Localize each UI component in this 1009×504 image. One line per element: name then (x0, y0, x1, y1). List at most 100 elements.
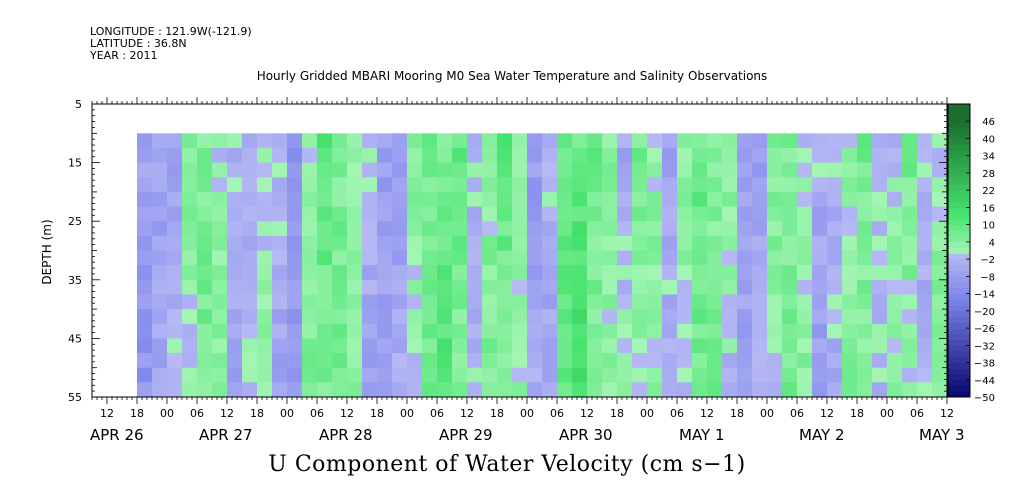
heat-cell (932, 177, 948, 193)
heat-cell (662, 162, 678, 178)
heat-cell (272, 177, 288, 193)
colorbar-swatch (948, 115, 970, 122)
heat-cell (182, 221, 198, 237)
colorbar-swatch (948, 368, 970, 375)
heat-cell (377, 265, 393, 281)
heat-cell (242, 147, 258, 164)
heat-cell (407, 279, 423, 296)
heat-cell (167, 309, 183, 325)
heat-cell (722, 177, 738, 193)
heat-cell (317, 162, 333, 178)
heat-cell (842, 338, 858, 354)
heat-cell (482, 323, 498, 339)
heat-cell (482, 235, 498, 252)
heat-cell (602, 309, 618, 325)
heat-cell (197, 382, 213, 398)
heat-cell (827, 191, 843, 208)
heat-cell (752, 235, 768, 252)
heat-cell (797, 367, 813, 383)
heat-cell (317, 279, 333, 296)
heat-cell (572, 338, 588, 354)
heat-cell (812, 147, 828, 164)
colorbar-swatch (948, 299, 970, 306)
heat-cell (632, 162, 648, 178)
heat-cell (272, 279, 288, 296)
heat-cell (167, 265, 183, 281)
heat-cell (797, 177, 813, 193)
heat-cell (692, 309, 708, 325)
heat-cell (452, 162, 468, 178)
heat-cell (482, 191, 498, 208)
heat-cell (332, 221, 348, 237)
heat-cell (542, 162, 558, 178)
heat-cell (452, 206, 468, 222)
heat-cell (167, 206, 183, 222)
heat-cell (707, 338, 723, 354)
heat-cell (767, 162, 783, 178)
heat-cell (572, 309, 588, 325)
colorbar-swatch (948, 155, 970, 162)
heat-cell (497, 265, 513, 281)
heat-cell (692, 265, 708, 281)
heat-cell (527, 191, 543, 208)
colorbar-swatch (948, 305, 970, 312)
heat-cell (812, 294, 828, 310)
heat-cell (227, 323, 243, 339)
heat-cell (617, 133, 633, 149)
heat-cell (197, 191, 213, 208)
heat-cell (332, 294, 348, 310)
heat-cell (887, 265, 903, 281)
colorbar-swatch (948, 345, 970, 352)
heat-cell (227, 367, 243, 383)
heat-cell (812, 279, 828, 296)
heat-cell (467, 367, 483, 383)
heat-cell (152, 177, 168, 193)
heat-cell (512, 250, 528, 266)
heat-cell (422, 206, 438, 222)
heat-cell (332, 323, 348, 339)
heat-cell (347, 338, 363, 354)
heat-cell (527, 367, 543, 383)
heat-cell (287, 191, 303, 208)
heat-cell (887, 147, 903, 164)
heat-cell (347, 221, 363, 237)
colorbar-label: −26 (974, 324, 995, 335)
heat-cell (902, 309, 918, 325)
heat-cell (152, 162, 168, 178)
heat-cell (572, 191, 588, 208)
x-day-label: APR 28 (319, 426, 373, 444)
heat-cell (887, 250, 903, 266)
heat-cell (662, 323, 678, 339)
heat-cell (197, 353, 213, 369)
heat-cell (347, 133, 363, 149)
heat-cell (782, 250, 798, 266)
heat-cell (557, 250, 573, 266)
colorbar-swatch (948, 104, 970, 111)
heat-cell (272, 353, 288, 369)
heat-cell (827, 235, 843, 252)
heat-cell (752, 191, 768, 208)
x-day-label: MAY 2 (799, 426, 845, 444)
heat-cell (452, 191, 468, 208)
heat-cell (812, 309, 828, 325)
heat-cell (407, 367, 423, 383)
heat-cell (737, 191, 753, 208)
heat-cell (527, 221, 543, 237)
heat-cell (317, 191, 333, 208)
heat-cell (452, 338, 468, 354)
heat-cell (257, 309, 273, 325)
colorbar-swatch (948, 184, 970, 191)
heat-cell (737, 162, 753, 178)
heat-cell (392, 235, 408, 252)
heat-cell (452, 265, 468, 281)
heat-cell (542, 323, 558, 339)
heat-cell (377, 191, 393, 208)
heat-cell (767, 265, 783, 281)
heat-cell (287, 235, 303, 252)
x-hour-label: 18 (490, 407, 504, 420)
heat-cell (257, 206, 273, 222)
heat-cell (782, 294, 798, 310)
heat-cell (317, 309, 333, 325)
heat-cell (212, 250, 228, 266)
heat-cell (302, 294, 318, 310)
